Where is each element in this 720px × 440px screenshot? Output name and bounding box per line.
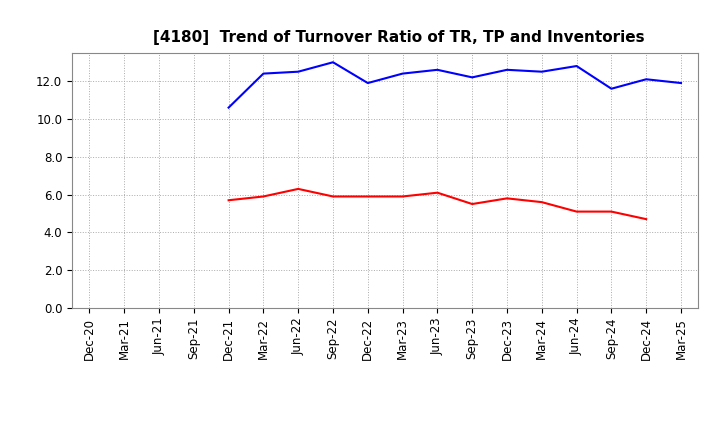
Trade Payables: [468, 75, 477, 80]
Trade Receivables: [468, 202, 477, 207]
Trade Receivables: [572, 209, 581, 214]
Trade Payables: [225, 105, 233, 110]
Trade Receivables: [364, 194, 372, 199]
Trade Payables: [259, 71, 268, 76]
Trade Receivables: [225, 198, 233, 203]
Trade Receivables: [294, 186, 302, 191]
Trade Receivables: [642, 216, 651, 222]
Trade Payables: [677, 81, 685, 86]
Trade Payables: [537, 69, 546, 74]
Trade Receivables: [503, 196, 511, 201]
Trade Payables: [364, 81, 372, 86]
Trade Payables: [433, 67, 442, 73]
Trade Receivables: [607, 209, 616, 214]
Line: Trade Receivables: Trade Receivables: [229, 189, 647, 219]
Trade Receivables: [328, 194, 337, 199]
Trade Payables: [607, 86, 616, 92]
Trade Payables: [572, 63, 581, 69]
Trade Payables: [294, 69, 302, 74]
Trade Receivables: [398, 194, 407, 199]
Line: Trade Payables: Trade Payables: [229, 62, 681, 108]
Trade Receivables: [537, 199, 546, 205]
Trade Payables: [328, 59, 337, 65]
Trade Payables: [503, 67, 511, 73]
Trade Payables: [642, 77, 651, 82]
Trade Receivables: [433, 190, 442, 195]
Trade Payables: [398, 71, 407, 76]
Text: [4180]  Trend of Turnover Ratio of TR, TP and Inventories: [4180] Trend of Turnover Ratio of TR, TP…: [153, 29, 645, 45]
Trade Receivables: [259, 194, 268, 199]
